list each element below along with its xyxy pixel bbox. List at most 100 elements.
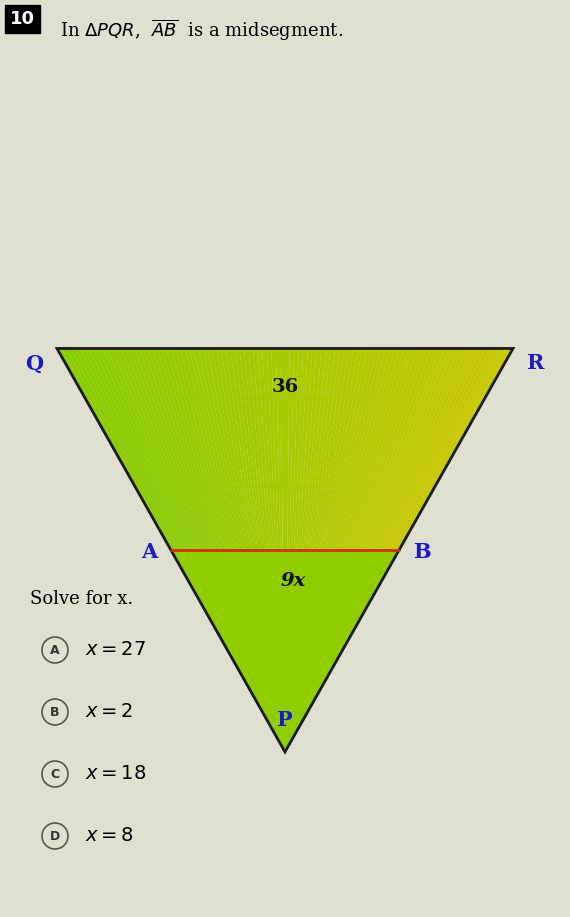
Polygon shape [130, 348, 210, 550]
Polygon shape [326, 348, 372, 550]
Polygon shape [317, 348, 353, 550]
Polygon shape [324, 348, 367, 550]
Polygon shape [340, 348, 399, 550]
Polygon shape [397, 348, 513, 550]
Polygon shape [390, 348, 499, 550]
Polygon shape [376, 348, 472, 550]
Polygon shape [153, 348, 221, 550]
Polygon shape [303, 348, 326, 550]
Polygon shape [258, 348, 274, 550]
Text: B: B [50, 705, 60, 719]
Polygon shape [301, 348, 321, 550]
Polygon shape [328, 348, 376, 550]
Polygon shape [344, 348, 408, 550]
Polygon shape [381, 348, 481, 550]
Polygon shape [342, 348, 404, 550]
Polygon shape [333, 348, 385, 550]
Polygon shape [292, 348, 303, 550]
Polygon shape [331, 348, 381, 550]
Polygon shape [121, 348, 205, 550]
Polygon shape [374, 348, 467, 550]
Polygon shape [262, 348, 276, 550]
Polygon shape [312, 348, 344, 550]
Polygon shape [171, 550, 399, 752]
Polygon shape [235, 348, 262, 550]
Polygon shape [388, 348, 495, 550]
Polygon shape [369, 348, 458, 550]
Text: 36: 36 [271, 379, 299, 396]
Polygon shape [207, 348, 249, 550]
Polygon shape [367, 348, 454, 550]
Polygon shape [116, 348, 203, 550]
Polygon shape [315, 348, 349, 550]
Polygon shape [308, 348, 335, 550]
Polygon shape [271, 348, 280, 550]
Polygon shape [144, 348, 217, 550]
Polygon shape [335, 348, 390, 550]
Polygon shape [290, 348, 299, 550]
Polygon shape [189, 348, 239, 550]
Polygon shape [287, 348, 294, 550]
Polygon shape [84, 348, 187, 550]
Polygon shape [57, 348, 173, 550]
Polygon shape [80, 348, 185, 550]
Polygon shape [321, 348, 363, 550]
Text: 10: 10 [10, 10, 35, 28]
Polygon shape [385, 348, 490, 550]
Polygon shape [198, 348, 244, 550]
Text: Q: Q [25, 353, 43, 373]
Polygon shape [107, 348, 198, 550]
Polygon shape [383, 348, 486, 550]
Polygon shape [296, 348, 312, 550]
Polygon shape [212, 348, 251, 550]
Polygon shape [351, 348, 422, 550]
Polygon shape [249, 348, 269, 550]
Polygon shape [185, 348, 237, 550]
Polygon shape [66, 348, 178, 550]
Polygon shape [221, 348, 255, 550]
Polygon shape [347, 348, 413, 550]
Text: Solve for x.: Solve for x. [30, 590, 133, 608]
Polygon shape [180, 348, 235, 550]
Polygon shape [135, 348, 212, 550]
Polygon shape [365, 348, 449, 550]
Polygon shape [125, 348, 207, 550]
Polygon shape [89, 348, 189, 550]
Polygon shape [75, 348, 182, 550]
Polygon shape [239, 348, 264, 550]
Polygon shape [203, 348, 246, 550]
Polygon shape [267, 348, 278, 550]
Text: D: D [50, 830, 60, 843]
Polygon shape [337, 348, 394, 550]
Polygon shape [360, 348, 440, 550]
Polygon shape [363, 348, 445, 550]
Polygon shape [157, 348, 223, 550]
Polygon shape [356, 348, 431, 550]
Polygon shape [353, 348, 426, 550]
Polygon shape [285, 348, 290, 550]
Polygon shape [162, 348, 226, 550]
Text: B: B [413, 542, 430, 562]
Text: A: A [141, 542, 157, 562]
Text: P: P [277, 710, 293, 730]
Polygon shape [299, 348, 317, 550]
Polygon shape [294, 348, 308, 550]
Polygon shape [71, 348, 180, 550]
Polygon shape [276, 348, 283, 550]
Polygon shape [378, 348, 477, 550]
Polygon shape [280, 348, 285, 550]
Polygon shape [62, 348, 176, 550]
Polygon shape [148, 348, 219, 550]
Text: In $\mathit{\Delta}$$PQR$,  $\overline{AB}$  is a midsegment.: In $\mathit{\Delta}$$PQR$, $\overline{AB… [60, 17, 343, 43]
Polygon shape [103, 348, 196, 550]
Polygon shape [394, 348, 508, 550]
Polygon shape [230, 348, 260, 550]
Text: $x = 18$: $x = 18$ [85, 765, 146, 783]
Text: C: C [50, 768, 59, 780]
Polygon shape [139, 348, 214, 550]
Polygon shape [372, 348, 463, 550]
Polygon shape [112, 348, 201, 550]
Text: $x = 8$: $x = 8$ [85, 827, 134, 845]
Polygon shape [310, 348, 340, 550]
Polygon shape [358, 348, 435, 550]
